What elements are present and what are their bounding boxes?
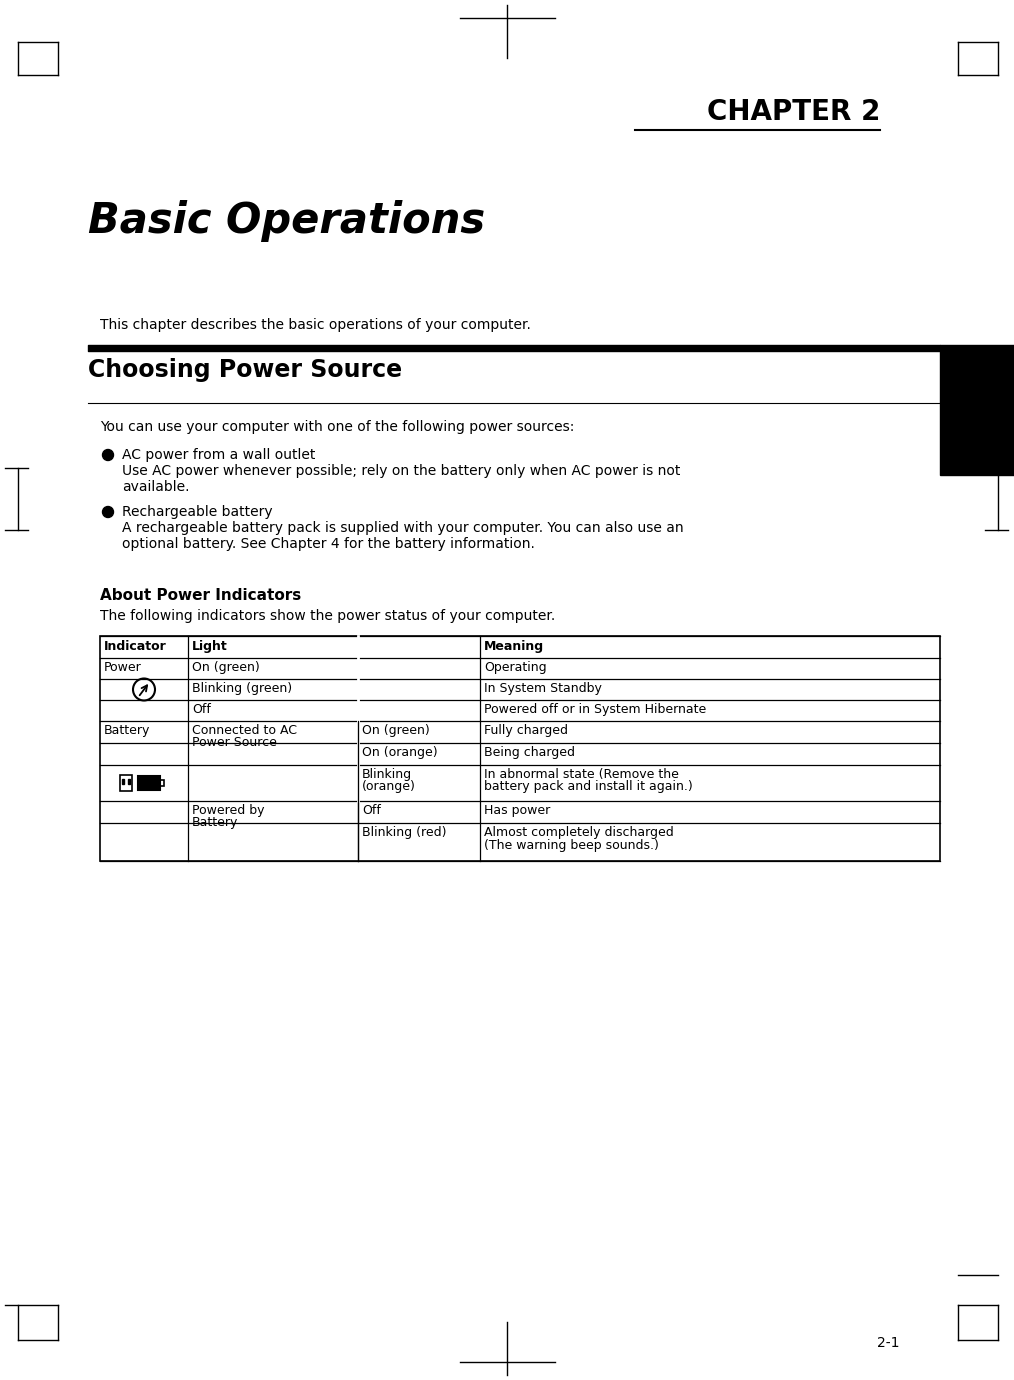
Bar xyxy=(120,776,132,791)
Text: (The warning beep sounds.): (The warning beep sounds.) xyxy=(484,839,659,851)
Text: Blinking (red): Blinking (red) xyxy=(362,827,446,839)
Text: Rechargeable battery: Rechargeable battery xyxy=(122,505,273,519)
Text: AC power from a wall outlet: AC power from a wall outlet xyxy=(122,448,315,462)
Text: (orange): (orange) xyxy=(362,780,416,794)
Text: On (orange): On (orange) xyxy=(362,747,438,759)
Bar xyxy=(128,778,130,784)
Text: Operating: Operating xyxy=(484,661,547,673)
Text: Choosing Power Source: Choosing Power Source xyxy=(88,357,403,382)
Circle shape xyxy=(102,450,114,461)
Text: The following indicators show the power status of your computer.: The following indicators show the power … xyxy=(100,609,556,622)
Text: Use AC power whenever possible; rely on the battery only when AC power is not
av: Use AC power whenever possible; rely on … xyxy=(122,464,680,494)
Bar xyxy=(160,780,164,787)
Text: On (green): On (green) xyxy=(362,724,430,737)
Text: You can use your computer with one of the following power sources:: You can use your computer with one of th… xyxy=(100,420,574,433)
Text: Indicator: Indicator xyxy=(104,640,166,653)
Text: Light: Light xyxy=(192,640,228,653)
Bar xyxy=(138,776,160,789)
Text: About Power Indicators: About Power Indicators xyxy=(100,588,301,603)
Bar xyxy=(100,636,940,861)
Text: On (green): On (green) xyxy=(192,661,260,673)
Bar xyxy=(139,777,159,789)
Text: Fully charged: Fully charged xyxy=(484,724,568,737)
Text: Off: Off xyxy=(192,702,211,716)
Text: A rechargeable battery pack is supplied with your computer. You can also use an
: A rechargeable battery pack is supplied … xyxy=(122,522,683,551)
Text: This chapter describes the basic operations of your computer.: This chapter describes the basic operati… xyxy=(100,317,531,333)
Text: Powered off or in System Hibernate: Powered off or in System Hibernate xyxy=(484,702,706,716)
Text: Blinking (green): Blinking (green) xyxy=(192,682,292,696)
Text: battery pack and install it again.): battery pack and install it again.) xyxy=(484,780,693,794)
Text: Blinking: Blinking xyxy=(362,769,412,781)
Text: 2-1: 2-1 xyxy=(877,1336,900,1350)
Circle shape xyxy=(102,506,114,518)
Text: Being charged: Being charged xyxy=(484,747,575,759)
Text: Battery: Battery xyxy=(104,724,150,737)
Text: Power: Power xyxy=(104,661,142,673)
Text: Has power: Has power xyxy=(484,805,551,817)
Text: Powered by: Powered by xyxy=(192,805,265,817)
Text: Meaning: Meaning xyxy=(484,640,545,653)
Text: 2: 2 xyxy=(965,399,989,432)
Bar xyxy=(122,778,124,784)
Text: Battery: Battery xyxy=(192,816,238,829)
Text: Power Source: Power Source xyxy=(192,736,277,749)
Text: In abnormal state (Remove the: In abnormal state (Remove the xyxy=(484,769,679,781)
Text: Connected to AC: Connected to AC xyxy=(192,724,297,737)
Bar xyxy=(940,345,1014,475)
Text: CHAPTER 2: CHAPTER 2 xyxy=(707,98,880,126)
Text: Almost completely discharged: Almost completely discharged xyxy=(484,827,673,839)
Text: Off: Off xyxy=(362,805,381,817)
Text: In System Standby: In System Standby xyxy=(484,682,602,696)
Text: Basic Operations: Basic Operations xyxy=(88,200,485,242)
